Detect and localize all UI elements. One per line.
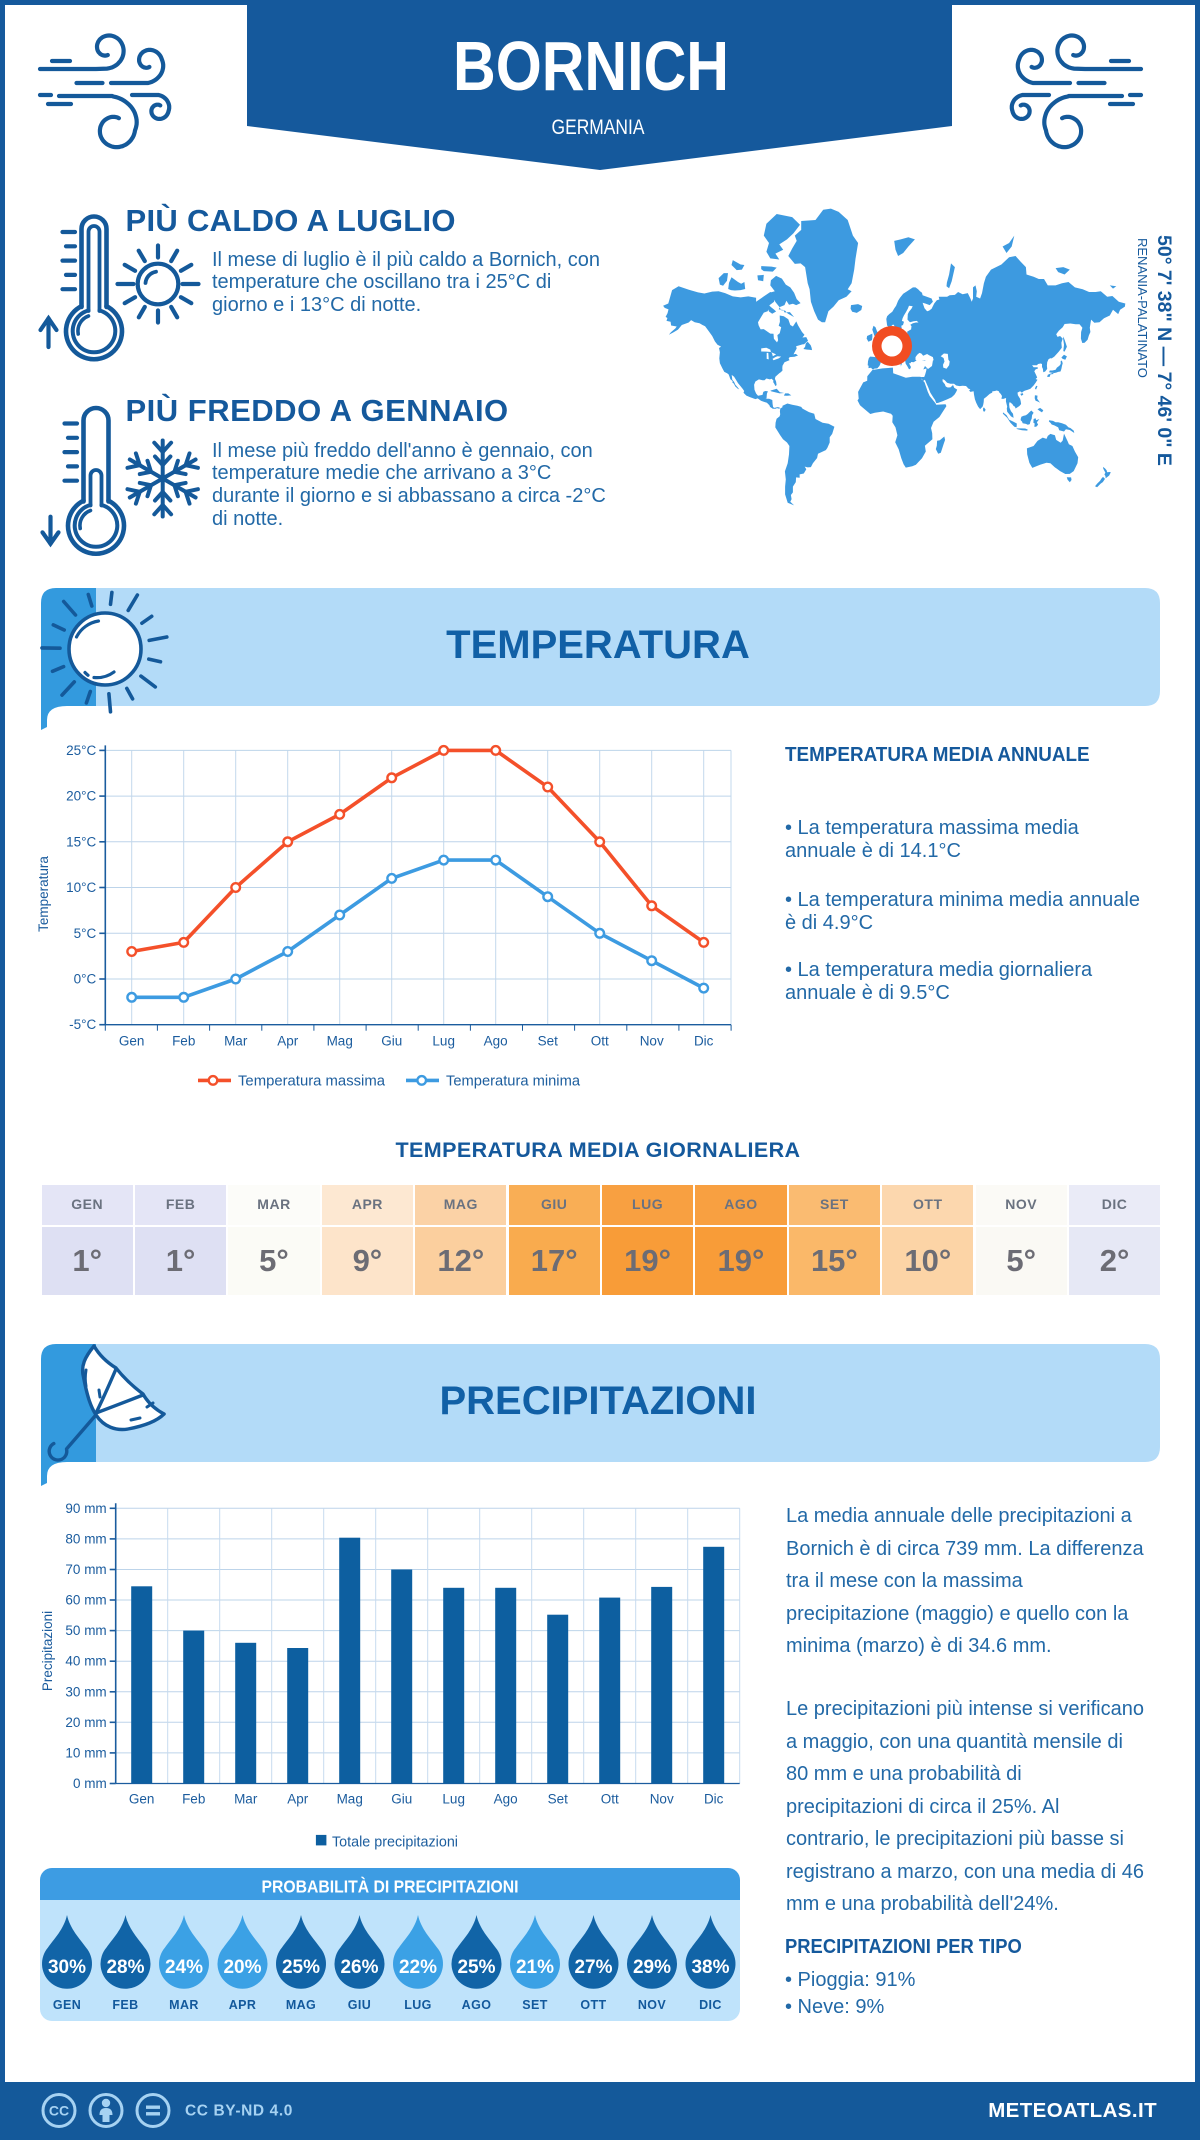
- svg-text:Temperatura: Temperatura: [36, 856, 51, 932]
- svg-text:25%: 25%: [457, 1957, 495, 1978]
- svg-text:CC: CC: [49, 2103, 69, 2119]
- svg-text:20°C: 20°C: [66, 789, 96, 804]
- svg-text:Temperatura massima: Temperatura massima: [238, 1072, 386, 1089]
- svg-text:GEN: GEN: [53, 1998, 81, 2012]
- svg-text:80 mm: 80 mm: [65, 1531, 106, 1546]
- svg-text:Mar: Mar: [234, 1792, 258, 1807]
- svg-text:Nov: Nov: [640, 1034, 664, 1049]
- svg-text:PROBABILITÀ DI PRECIPITAZIONI: PROBABILITÀ DI PRECIPITAZIONI: [262, 1876, 519, 1897]
- svg-text:0 mm: 0 mm: [73, 1776, 107, 1791]
- svg-text:Mag: Mag: [327, 1034, 353, 1049]
- svg-text:29%: 29%: [633, 1957, 671, 1978]
- svg-text:METEOATLAS.IT: METEOATLAS.IT: [988, 2099, 1157, 2122]
- svg-text:AGO: AGO: [462, 1998, 492, 2012]
- svg-text:0°C: 0°C: [74, 972, 97, 987]
- svg-text:Lug: Lug: [442, 1792, 465, 1807]
- svg-text:25%: 25%: [282, 1957, 320, 1978]
- svg-text:Apr: Apr: [277, 1034, 299, 1049]
- svg-text:40 mm: 40 mm: [65, 1654, 106, 1669]
- svg-text:Totale precipitazioni: Totale precipitazioni: [332, 1833, 458, 1850]
- svg-text:24%: 24%: [165, 1957, 203, 1978]
- svg-text:50 mm: 50 mm: [65, 1623, 106, 1638]
- svg-text:Ott: Ott: [601, 1792, 619, 1807]
- svg-text:Gen: Gen: [129, 1792, 155, 1807]
- svg-text:Feb: Feb: [182, 1792, 205, 1807]
- svg-text:38%: 38%: [691, 1957, 729, 1978]
- svg-text:10°C: 10°C: [66, 880, 96, 895]
- svg-text:SET: SET: [522, 1998, 548, 2012]
- svg-text:MAG: MAG: [286, 1998, 316, 2012]
- svg-text:Mag: Mag: [337, 1792, 363, 1807]
- svg-text:Giu: Giu: [391, 1792, 412, 1807]
- svg-text:LUG: LUG: [404, 1998, 432, 2012]
- svg-text:Gen: Gen: [119, 1034, 145, 1049]
- svg-text:GIU: GIU: [348, 1998, 371, 2012]
- svg-text:28%: 28%: [106, 1957, 144, 1978]
- svg-text:Feb: Feb: [172, 1034, 195, 1049]
- svg-text:5°C: 5°C: [74, 926, 97, 941]
- svg-text:Nov: Nov: [650, 1792, 674, 1807]
- svg-text:20 mm: 20 mm: [65, 1715, 106, 1730]
- svg-text:21%: 21%: [516, 1957, 554, 1978]
- svg-text:OTT: OTT: [580, 1998, 606, 2012]
- svg-text:FEB: FEB: [112, 1998, 138, 2012]
- svg-text:Ott: Ott: [591, 1034, 609, 1049]
- svg-text:APR: APR: [229, 1998, 257, 2012]
- svg-text:25°C: 25°C: [66, 743, 96, 758]
- svg-text:27%: 27%: [574, 1957, 612, 1978]
- svg-text:20%: 20%: [223, 1957, 261, 1978]
- svg-text:Lug: Lug: [432, 1034, 455, 1049]
- svg-text:60 mm: 60 mm: [65, 1593, 106, 1608]
- svg-text:DIC: DIC: [699, 1998, 722, 2012]
- svg-text:NOV: NOV: [638, 1998, 667, 2012]
- svg-text:Giu: Giu: [381, 1034, 402, 1049]
- svg-text:Dic: Dic: [704, 1792, 724, 1807]
- svg-text:26%: 26%: [340, 1957, 378, 1978]
- svg-text:MAR: MAR: [169, 1998, 199, 2012]
- svg-text:Dic: Dic: [694, 1034, 714, 1049]
- svg-text:Ago: Ago: [494, 1792, 518, 1807]
- svg-text:15°C: 15°C: [66, 834, 96, 849]
- svg-text:30%: 30%: [48, 1957, 86, 1978]
- svg-text:Precipitazioni: Precipitazioni: [40, 1611, 55, 1691]
- svg-text:Mar: Mar: [224, 1034, 248, 1049]
- svg-text:30 mm: 30 mm: [65, 1684, 106, 1699]
- svg-text:10 mm: 10 mm: [65, 1745, 106, 1760]
- svg-text:Ago: Ago: [484, 1034, 508, 1049]
- svg-text:70 mm: 70 mm: [65, 1562, 106, 1577]
- svg-text:-5°C: -5°C: [69, 1017, 96, 1032]
- svg-text:Set: Set: [548, 1792, 569, 1807]
- svg-text:Temperatura minima: Temperatura minima: [446, 1072, 581, 1089]
- svg-text:Set: Set: [538, 1034, 559, 1049]
- svg-text:22%: 22%: [399, 1957, 437, 1978]
- svg-text:Apr: Apr: [287, 1792, 309, 1807]
- svg-text:90 mm: 90 mm: [65, 1501, 106, 1516]
- svg-text:CC BY-ND 4.0: CC BY-ND 4.0: [185, 2103, 293, 2120]
